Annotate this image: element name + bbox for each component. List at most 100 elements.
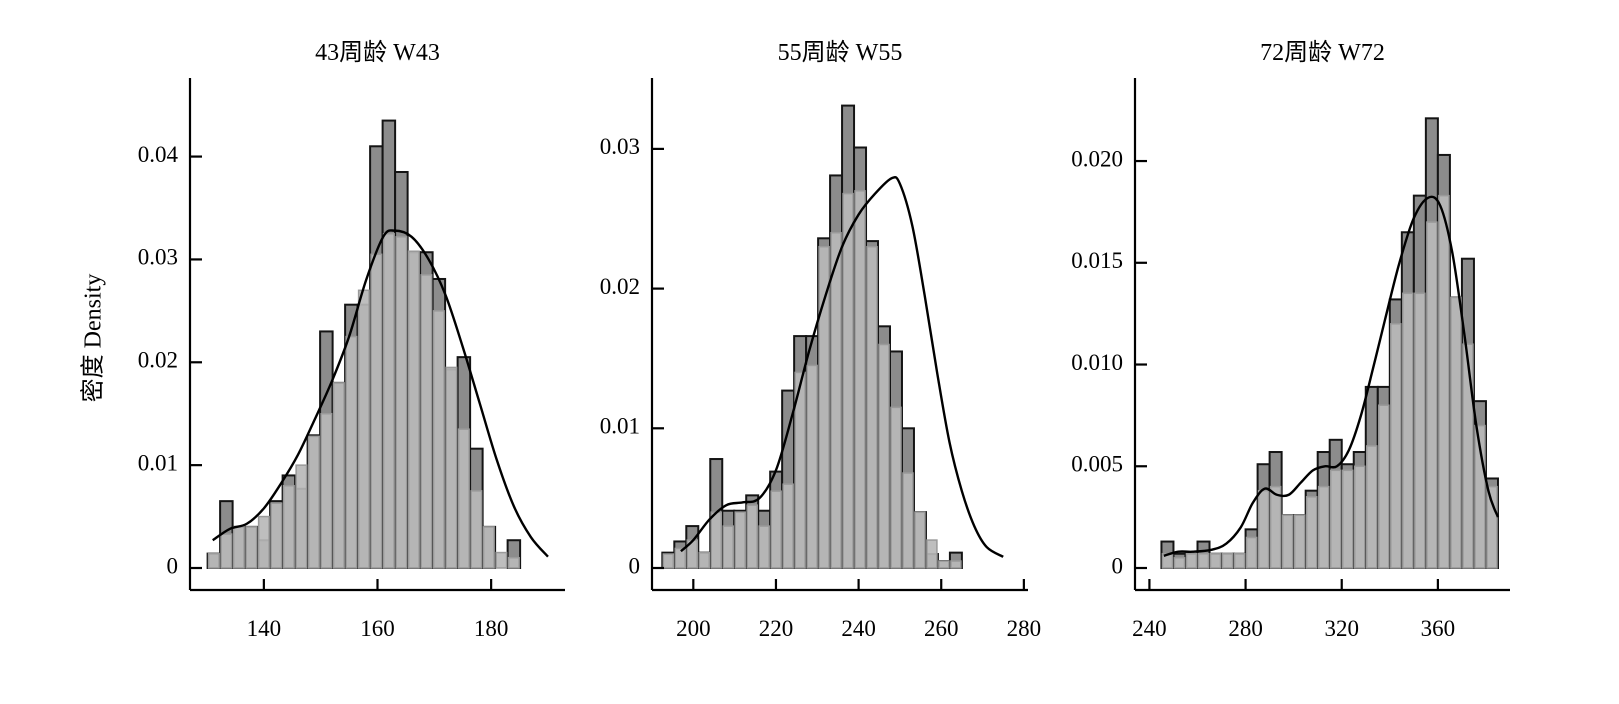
density-bar (420, 274, 433, 569)
density-bar (382, 232, 395, 569)
density-bar (357, 289, 370, 569)
density-bar (270, 502, 283, 569)
density-bar (938, 560, 950, 569)
density-bar (1402, 292, 1414, 569)
density-bar (818, 245, 830, 569)
density-bar (1462, 343, 1474, 569)
density-bar (1378, 404, 1390, 569)
x-tick-label: 200 (676, 616, 711, 641)
density-bar (1366, 445, 1378, 569)
density-bar (1329, 469, 1342, 569)
density-bar (1305, 496, 1318, 569)
y-tick-label: 0 (1112, 553, 1124, 578)
density-bar (332, 382, 345, 569)
x-tick-label: 260 (924, 616, 959, 641)
density-bar (1390, 323, 1402, 569)
density-bar (457, 428, 470, 569)
density-bar (282, 484, 295, 569)
panel-w55: 55周龄 W55 0 0.01 0.02 0.03 200 220 240 260 280 (600, 39, 1041, 641)
density-bar (746, 504, 758, 569)
x-tick-label: 160 (360, 616, 395, 641)
density-bar (698, 551, 711, 569)
density-bar (482, 526, 495, 569)
density-bar (445, 366, 458, 569)
density-bar (407, 250, 420, 569)
density-bar (1414, 292, 1426, 569)
y-tick-label: 0.005 (1071, 452, 1123, 477)
density-bar (770, 490, 782, 569)
density-bar (1474, 424, 1486, 569)
kde-curve (680, 176, 1004, 558)
panel-w43: 43周龄 W43 0 0.01 0.02 0.03 0.04 140 160 180 (138, 39, 565, 641)
density-bar (1450, 296, 1462, 569)
x-tick-label: 280 (1007, 616, 1042, 641)
density-bar (1486, 485, 1498, 569)
y-axis-label: 密度 Density (80, 274, 107, 403)
y-tick-label: 0.02 (138, 348, 178, 373)
density-bar (470, 490, 483, 569)
x-tick-label: 180 (474, 616, 509, 641)
density-bar (1281, 514, 1294, 569)
density-bar (1185, 553, 1198, 569)
x-tick-label: 240 (841, 616, 876, 641)
density-bar (257, 515, 270, 569)
y-tick-label: 0.04 (138, 142, 179, 167)
x-tick-label: 220 (759, 616, 794, 641)
y-tick-label: 0.02 (600, 274, 640, 299)
y-tick-label: 0.015 (1071, 248, 1123, 273)
density-bar (495, 551, 508, 569)
density-bar (295, 464, 308, 569)
density-bar (890, 406, 902, 569)
density-bar (1354, 465, 1366, 569)
density-bar (1257, 489, 1270, 569)
density-bar (722, 525, 734, 569)
kde-curve (1163, 195, 1500, 557)
density-bar (245, 526, 258, 569)
y-tick-label: 0.010 (1071, 350, 1123, 375)
density-bar (1245, 536, 1258, 569)
density-bar (1438, 194, 1450, 569)
density-bar (345, 335, 358, 569)
density-bar (1269, 485, 1282, 569)
density-bar (307, 435, 320, 569)
x-tick-label: 320 (1324, 616, 1359, 641)
density-bar (1197, 553, 1210, 569)
x-tick-label: 240 (1132, 616, 1167, 641)
density-bar (1209, 553, 1222, 569)
density-bar (674, 547, 687, 569)
density-bar (878, 343, 890, 569)
chart-title: 43周龄 W43 (315, 39, 440, 66)
density-bar (1341, 469, 1354, 569)
density-bar (1173, 557, 1186, 569)
chart-title: 55周龄 W55 (778, 39, 903, 66)
density-bar (950, 560, 962, 569)
y-tick-label: 0.020 (1071, 146, 1123, 171)
density-bar (710, 511, 722, 569)
density-bar (1317, 485, 1330, 569)
density-bar (320, 412, 333, 569)
density-bar (220, 533, 233, 569)
y-tick-label: 0.01 (600, 414, 640, 439)
density-bar (370, 253, 383, 569)
y-tick-label: 0 (167, 553, 179, 578)
density-bar (1426, 221, 1438, 569)
x-tick-label: 140 (247, 616, 282, 641)
density-bar (794, 371, 806, 569)
kde-curve (212, 229, 549, 558)
density-bar (207, 552, 220, 569)
density-bar (395, 236, 408, 569)
density-bar (1233, 553, 1246, 569)
density-bar (1293, 514, 1306, 569)
density-bar (902, 472, 914, 569)
density-bar (830, 231, 842, 569)
density-bar (734, 511, 746, 569)
y-tick-label: 0 (629, 553, 641, 578)
chart-title: 72周龄 W72 (1260, 39, 1385, 66)
density-bar (854, 190, 866, 569)
density-bar (926, 539, 938, 569)
density-bar (914, 511, 926, 569)
y-tick-label: 0.03 (138, 245, 178, 270)
density-bar (662, 553, 675, 569)
density-bar (1221, 553, 1234, 569)
